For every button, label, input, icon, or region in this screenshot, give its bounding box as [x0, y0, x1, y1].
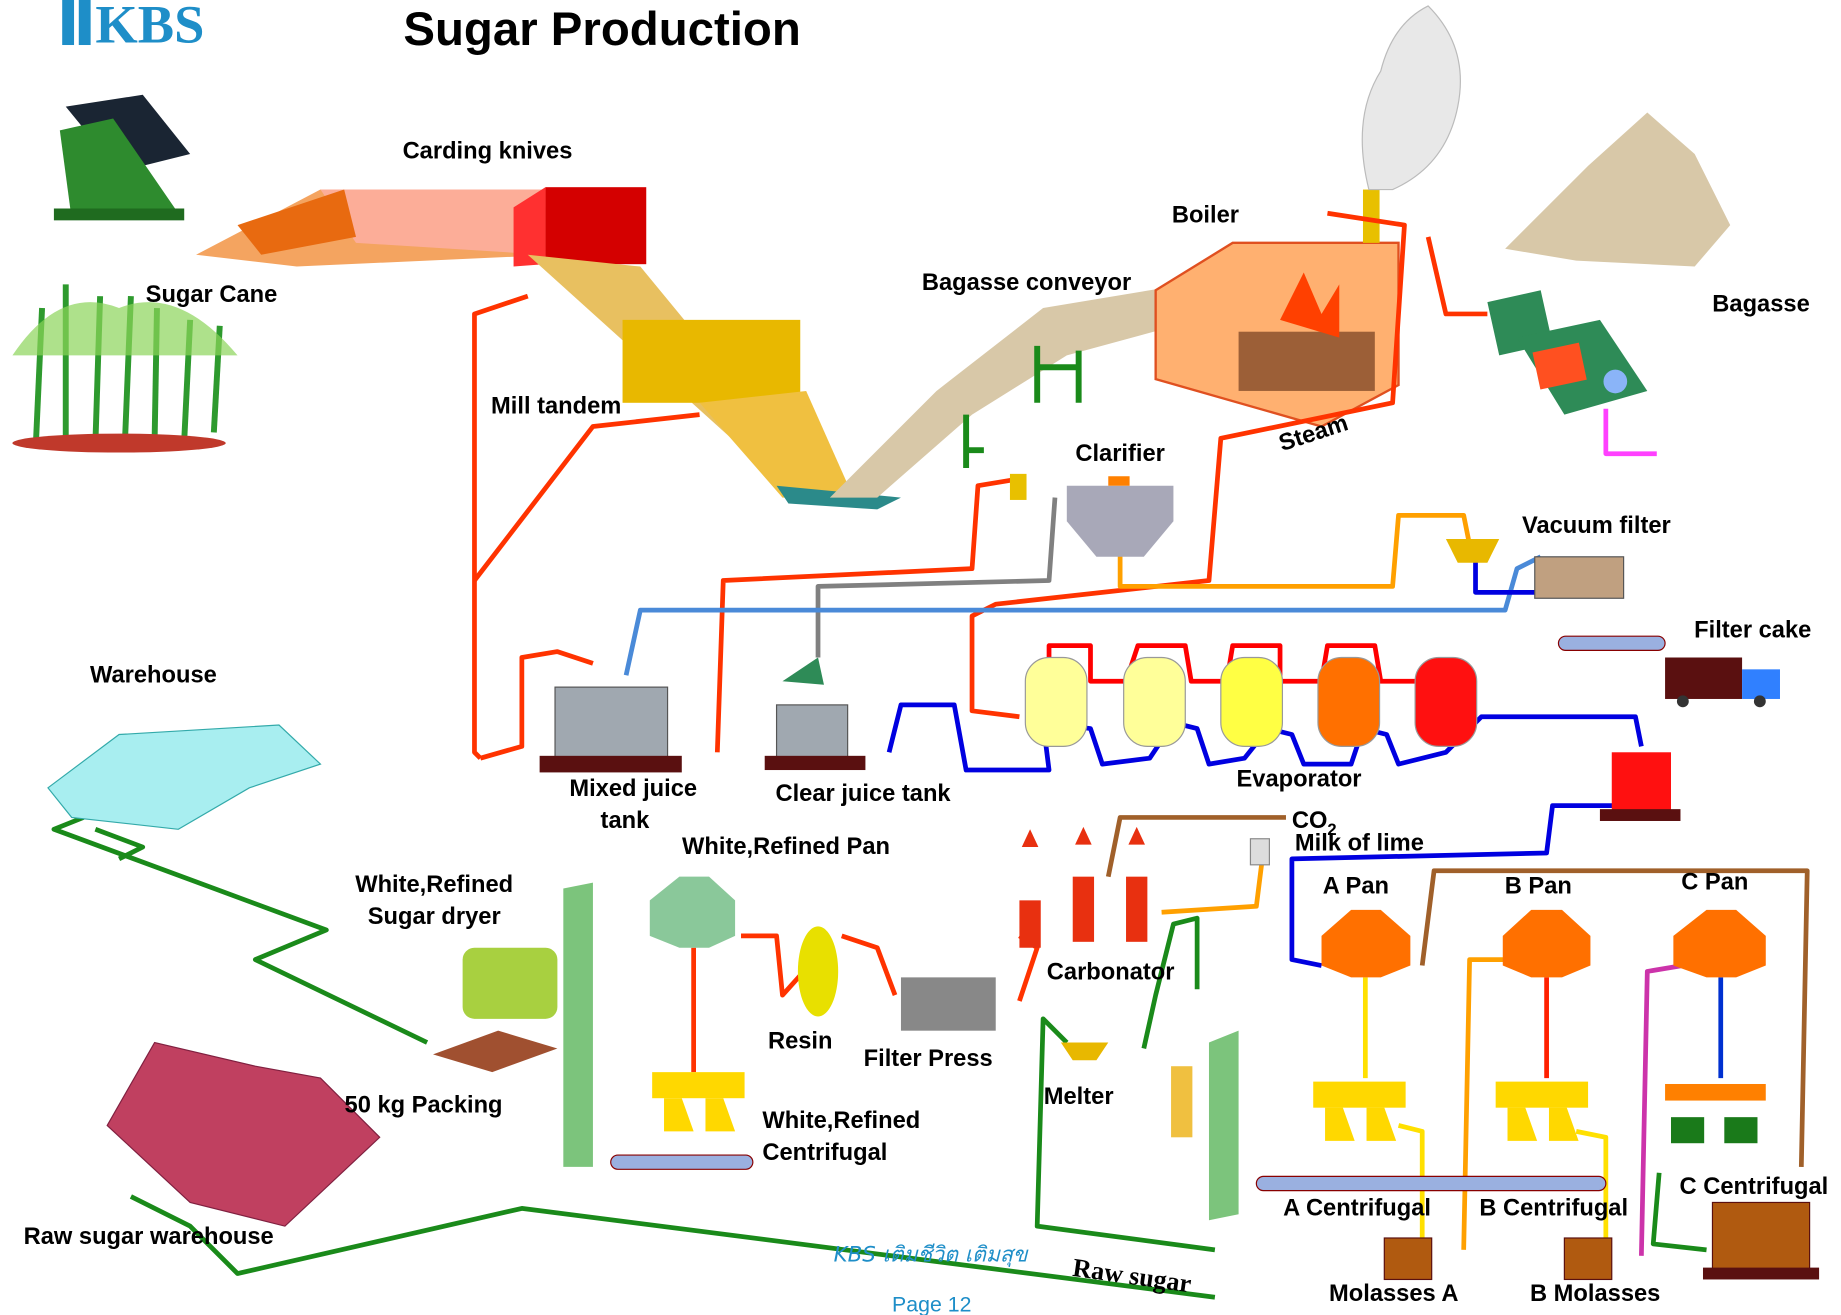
logo-bar — [79, 0, 91, 45]
label: Centrifugal — [762, 1140, 887, 1166]
label: Evaporator — [1236, 767, 1361, 793]
label: Warehouse — [90, 662, 217, 688]
clarifier — [1010, 474, 1173, 557]
label: Sugar dryer — [368, 904, 501, 930]
label: Raw sugar — [1071, 1253, 1193, 1298]
label: Melter — [1044, 1084, 1114, 1110]
label: Vacuum filter — [1522, 513, 1671, 539]
logo-bar — [62, 0, 74, 45]
page-number: Page 12 — [892, 1292, 971, 1315]
label: B Pan — [1505, 873, 1572, 899]
mixed-juice-tank — [540, 687, 682, 772]
label: Carding knives — [403, 139, 573, 165]
sugar-dryer — [433, 948, 557, 1072]
bagasse-pile — [1505, 113, 1730, 267]
label: Molasses A — [1329, 1281, 1458, 1307]
label: White,Refined Pan — [682, 834, 890, 860]
slogan: KBS เติมชีวิต เติมสุข — [834, 1243, 1029, 1268]
raw-sugar-warehouse — [107, 1043, 379, 1227]
label: Mixed juice — [569, 776, 697, 802]
label: Filter Press — [864, 1046, 993, 1072]
carbonators — [1019, 827, 1147, 948]
diagram: KBS Sugar Production Carding knives Suga… — [0, 0, 1841, 1315]
molasses-tank — [1712, 1202, 1809, 1270]
logo: KBS — [95, 0, 204, 55]
cyclone — [1171, 1066, 1192, 1137]
clear-juice-tank — [765, 658, 866, 771]
carding-conveyor — [196, 187, 646, 266]
label: C Pan — [1681, 870, 1748, 896]
label: B Molasses — [1530, 1281, 1660, 1307]
label: Clarifier — [1075, 441, 1165, 467]
label: B Centrifugal — [1479, 1195, 1628, 1221]
elevator — [1209, 1031, 1239, 1221]
elevator — [563, 883, 593, 1167]
vacuum-filter-hopper — [1446, 539, 1499, 563]
milk-of-lime-tank — [1250, 839, 1269, 865]
label: Resin — [768, 1028, 833, 1054]
label: Sugar Cane — [146, 282, 278, 308]
conveyor — [1256, 1176, 1605, 1190]
label: A Pan — [1323, 873, 1389, 899]
sugar-cane-field — [12, 284, 237, 452]
melter — [1061, 1043, 1108, 1061]
mill-tandem — [528, 255, 901, 510]
resin-column — [798, 926, 838, 1016]
label: C Centrifugal — [1680, 1174, 1829, 1200]
cane-trucks — [54, 95, 190, 221]
label: Bagasse conveyor — [922, 270, 1131, 296]
molasses-tank — [1384, 1238, 1431, 1279]
label: Milk of lime — [1295, 831, 1424, 857]
filter-cake-conveyor — [1558, 636, 1665, 650]
warehouse — [48, 725, 320, 829]
molasses-tank — [1564, 1238, 1611, 1279]
smoke — [1362, 6, 1460, 190]
label: 50 kg Packing — [345, 1092, 503, 1118]
truck — [1665, 658, 1780, 708]
label: Mill tandem — [491, 393, 621, 419]
conveyor — [611, 1155, 753, 1169]
label: Filter cake — [1694, 617, 1811, 643]
label: Bagasse — [1712, 292, 1809, 318]
vacuum-filter — [1535, 557, 1624, 598]
label: Boiler — [1172, 203, 1239, 229]
syrup-tank — [1600, 752, 1681, 821]
turbine — [1487, 290, 1656, 453]
label: White,Refined — [355, 872, 513, 898]
label: tank — [601, 808, 651, 834]
tank-base — [1703, 1268, 1819, 1280]
label: Raw sugar warehouse — [24, 1224, 274, 1250]
label: A Centrifugal — [1283, 1195, 1431, 1221]
label: White,Refined — [762, 1108, 920, 1134]
filter-press — [901, 977, 996, 1030]
title: Sugar Production — [403, 3, 800, 56]
label: Carbonator — [1047, 960, 1175, 986]
label: Clear juice tank — [775, 781, 951, 807]
